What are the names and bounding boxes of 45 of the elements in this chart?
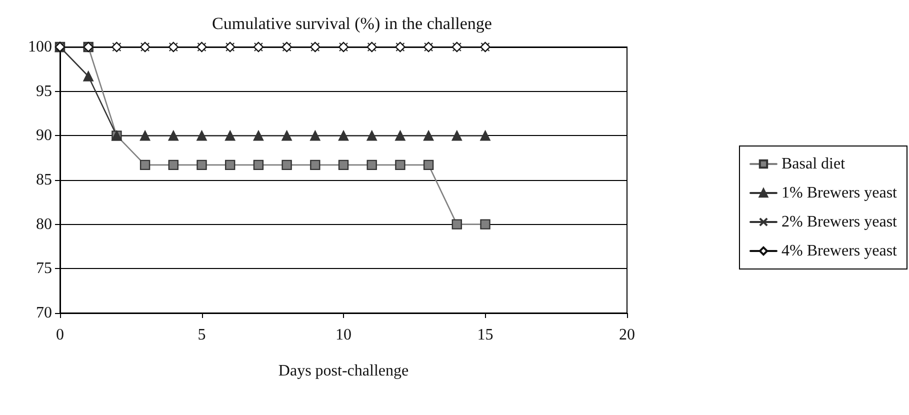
point — [225, 130, 236, 141]
point — [395, 160, 406, 170]
point — [366, 160, 377, 170]
x-tick-label: 0 — [56, 326, 64, 344]
point — [395, 130, 406, 141]
point — [168, 160, 178, 170]
point — [338, 130, 349, 141]
point — [140, 160, 150, 170]
point — [196, 130, 207, 141]
legend-label: 4% Brewers yeast — [781, 242, 898, 260]
point — [338, 160, 349, 170]
point — [140, 130, 150, 141]
chart-title: Cumulative survival (%) in the challenge — [212, 14, 492, 33]
point — [83, 71, 94, 82]
x-tick-label: 15 — [477, 326, 494, 344]
legend-label: 2% Brewers yeast — [781, 214, 898, 230]
point — [366, 130, 377, 141]
point — [253, 130, 264, 141]
y-tick-label: 75 — [36, 260, 52, 278]
y-tick-label: 85 — [36, 172, 52, 188]
y-tick-label: 95 — [36, 82, 52, 100]
point — [480, 219, 490, 230]
y-tick-label: 90 — [36, 127, 52, 144]
point — [310, 130, 320, 141]
x-tick-label: 5 — [198, 326, 206, 344]
point — [423, 160, 434, 170]
point — [480, 130, 490, 141]
point — [282, 130, 292, 141]
x-axis-title: Days post-challenge — [278, 362, 409, 380]
point — [452, 219, 462, 230]
point — [168, 130, 178, 141]
y-tick-label: 80 — [36, 216, 52, 233]
y-tick-label: 70 — [36, 304, 52, 322]
point — [452, 130, 462, 141]
point — [196, 160, 207, 170]
point — [282, 160, 292, 170]
y-tick-label: 100 — [28, 38, 52, 56]
point — [225, 160, 236, 170]
legend-label: Basal diet — [781, 156, 846, 172]
x-tick-label: 20 — [619, 326, 635, 344]
legend-label: 1% Brewers yeast — [781, 184, 898, 202]
point — [423, 130, 434, 141]
point — [253, 160, 264, 170]
point — [310, 160, 320, 170]
x-tick-label: 10 — [336, 326, 352, 344]
